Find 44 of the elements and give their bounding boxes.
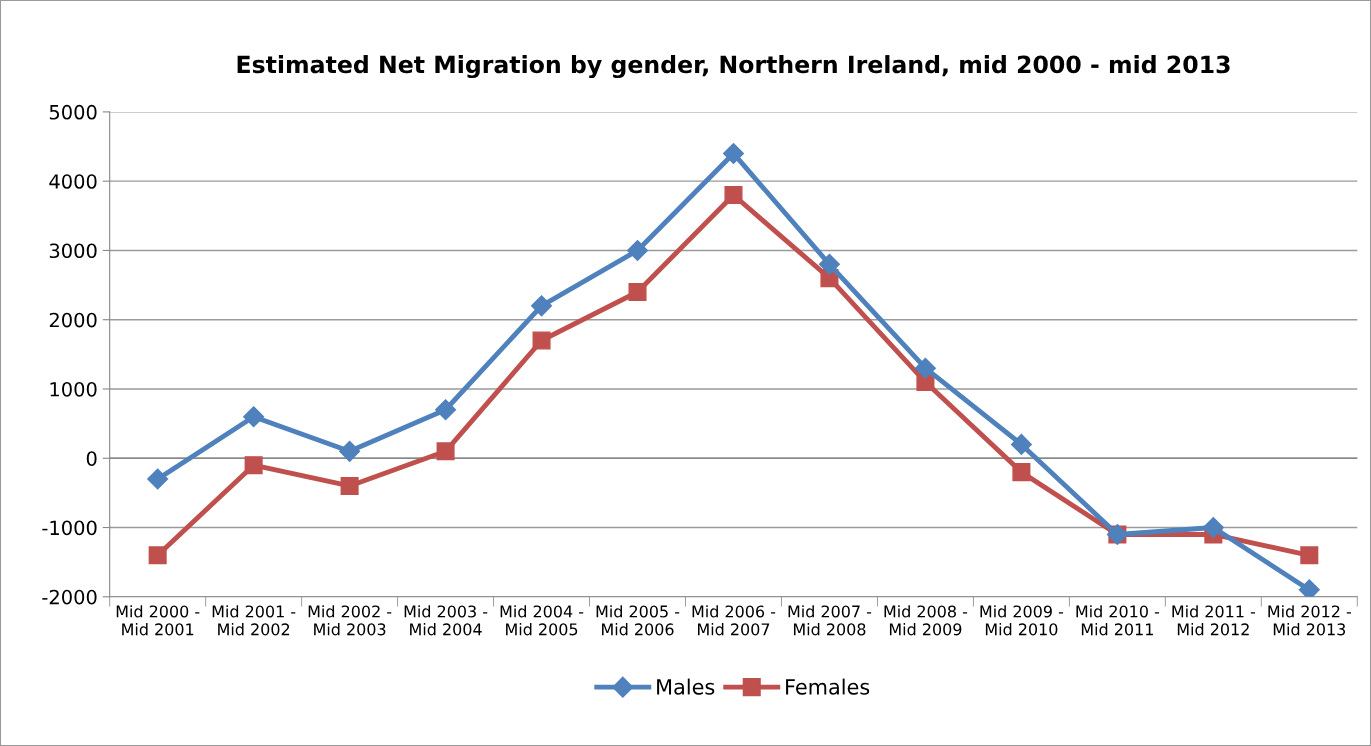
y-tick-label: 0	[86, 451, 97, 466]
y-tick-label: -1000	[42, 520, 97, 536]
x-tick-label: Mid 2005 - Mid 2006	[596, 605, 680, 636]
x-tick-label: Mid 2000 - Mid 2001	[116, 605, 200, 636]
y-tick-label: 1000	[50, 381, 97, 397]
point	[628, 282, 647, 302]
point	[1202, 517, 1224, 539]
legend-label: Females	[786, 678, 870, 695]
y-tick-label: -2000	[42, 589, 97, 605]
point	[147, 468, 169, 490]
point	[244, 456, 263, 475]
x-tick-label: Mid 2001 - Mid 2002	[212, 605, 296, 636]
x-tick-label: Mid 2008 - Mid 2009	[884, 605, 968, 636]
x-tick-label: Mid 2011 - Mid 2012	[1172, 605, 1256, 636]
point	[532, 331, 551, 350]
point	[340, 476, 359, 495]
point	[626, 239, 649, 261]
x-tick-label: Mid 2007 - Mid 2008	[788, 605, 872, 636]
point	[436, 442, 455, 461]
y-tick-label: 3000	[49, 243, 97, 259]
point	[1010, 433, 1032, 455]
point	[531, 295, 553, 317]
chart-title: Estimated Net Migration by gender, Northern Ireland, mid 2000 - mid 2013	[237, 55, 1230, 79]
point	[339, 440, 361, 462]
x-tick-label: Mid 2009 - Mid 2010	[980, 605, 1064, 636]
x-tick-label: Mid 2006 - Mid 2007	[692, 605, 776, 636]
x-tick-label: Mid 2002 - Mid 2003	[308, 605, 392, 636]
x-tick-label: Mid 2004 - Mid 2005	[500, 605, 584, 636]
point	[724, 185, 743, 205]
x-tick-label: Mid 2003 - Mid 2004	[404, 605, 488, 636]
y-tick-label: 4000	[49, 174, 97, 189]
point	[818, 253, 840, 275]
point	[435, 399, 457, 421]
point	[914, 357, 936, 379]
x-tick-label: Mid 2012 - Mid 2013	[1268, 605, 1351, 636]
point	[243, 406, 265, 428]
point	[1012, 463, 1031, 482]
point	[1300, 546, 1319, 565]
y-tick-label: 2000	[49, 312, 97, 328]
x-tick-label: Mid 2010 - Mid 2011	[1076, 605, 1160, 636]
legend-label: Males	[657, 678, 715, 695]
y-tick-label: 5000	[49, 104, 97, 120]
point	[148, 546, 167, 565]
point	[722, 142, 745, 164]
